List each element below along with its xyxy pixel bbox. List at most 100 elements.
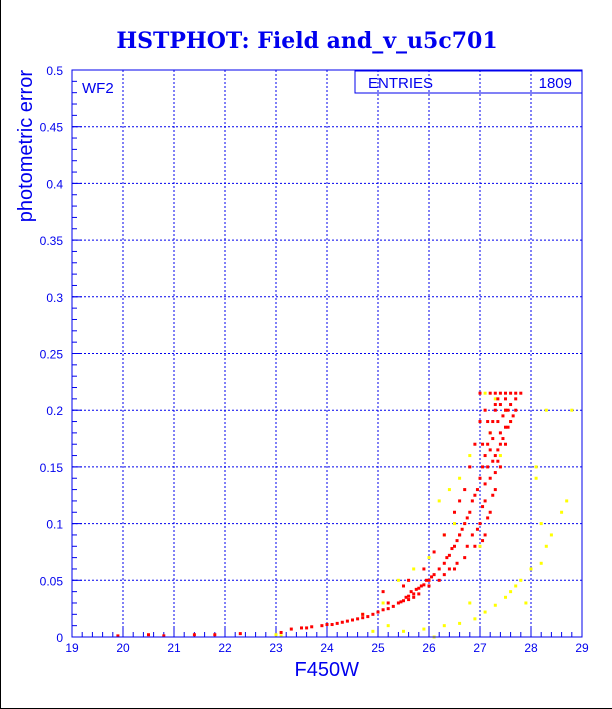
red-data-point: [473, 544, 477, 548]
red-data-point: [447, 553, 451, 557]
red-data-point: [447, 567, 451, 571]
red-data-point: [386, 601, 390, 605]
red-data-point: [417, 592, 421, 596]
red-data-point: [330, 623, 334, 627]
red-data-point: [475, 527, 479, 531]
red-data-point: [162, 634, 166, 638]
y-tick-label: 0: [56, 631, 63, 645]
yellow-data-point: [427, 556, 431, 560]
red-data-point: [371, 612, 375, 616]
red-data-point: [453, 510, 456, 514]
red-data-point: [493, 488, 497, 492]
y-tick-label: 0.15: [40, 461, 64, 475]
red-data-point: [412, 592, 416, 596]
red-data-point: [470, 533, 474, 537]
red-data-point: [501, 437, 505, 441]
red-data-point: [496, 397, 500, 401]
red-data-point: [468, 465, 472, 469]
red-data-point: [422, 583, 426, 587]
yellow-data-point: [468, 601, 472, 605]
x-tick-label: 25: [371, 641, 385, 655]
yellow-data-point: [458, 476, 462, 480]
red-data-point: [483, 482, 487, 486]
yellow-data-point: [504, 595, 507, 599]
red-data-point: [453, 544, 456, 548]
red-data-point: [491, 493, 495, 497]
red-data-point: [430, 575, 434, 579]
x-tick-label: 22: [218, 641, 232, 655]
red-data-point: [481, 442, 485, 446]
y-tick-label: 0.35: [40, 234, 64, 248]
x-axis-label: F450W: [295, 659, 360, 681]
yellow-data-point: [539, 522, 543, 526]
red-data-point: [305, 626, 309, 630]
red-data-point: [478, 391, 482, 395]
red-data-point: [481, 505, 485, 509]
chart-title: HSTPHOT: Field and_v_u5c701: [116, 28, 497, 54]
yellow-data-point: [544, 544, 548, 548]
yellow-data-point: [437, 499, 441, 503]
x-tick-label: 28: [524, 641, 538, 655]
yellow-data-point: [453, 522, 456, 526]
y-tick-label: 0.05: [40, 574, 64, 588]
red-data-point: [498, 403, 502, 407]
red-data-point: [478, 420, 482, 424]
red-data-point: [414, 587, 418, 591]
stats-box-frame: [354, 70, 583, 94]
red-data-point: [381, 590, 385, 594]
y-tick-label: 0.25: [40, 348, 64, 362]
yellow-data-point: [560, 510, 564, 514]
red-data-point: [486, 516, 490, 520]
stats-entries-value: 1809: [539, 75, 572, 92]
red-data-point: [427, 584, 431, 588]
red-data-point: [504, 425, 507, 429]
red-data-point: [463, 556, 467, 560]
red-data-point: [504, 442, 507, 446]
yellow-data-point: [539, 561, 543, 565]
x-tick-label: 21: [167, 641, 181, 655]
red-data-point: [310, 625, 314, 629]
red-data-point: [300, 626, 303, 630]
red-data-point: [356, 617, 360, 621]
red-data-point: [483, 533, 487, 537]
red-data-point: [453, 567, 456, 571]
red-data-point: [506, 408, 510, 412]
stats-box: ENTRIES 1809: [354, 70, 583, 94]
red-data-point: [473, 493, 477, 497]
yellow-data-point: [519, 578, 523, 582]
yellow-data-point: [386, 624, 390, 628]
yellow-data-point: [534, 476, 538, 480]
red-data-point: [402, 584, 405, 588]
red-data-point: [509, 391, 513, 395]
red-data-point: [455, 539, 459, 543]
red-data-point: [437, 567, 441, 571]
yellow-data-point: [570, 408, 574, 412]
red-data-point: [407, 594, 411, 598]
red-data-point: [391, 604, 395, 608]
red-data-point: [320, 624, 324, 628]
red-data-point: [483, 454, 487, 458]
red-data-point: [488, 431, 492, 435]
red-data-point: [279, 630, 283, 634]
red-data-point: [498, 431, 502, 435]
red-data-point: [335, 621, 339, 625]
yellow-data-point: [371, 629, 375, 633]
red-data-point: [496, 420, 500, 424]
red-data-point: [483, 408, 487, 412]
stats-entries-label: ENTRIES: [368, 75, 433, 92]
yellow-data-point: [534, 465, 538, 469]
red-data-point: [486, 465, 490, 469]
red-data-point: [498, 465, 502, 469]
yellow-data-point: [493, 603, 497, 607]
red-data-point: [514, 408, 518, 412]
red-data-point: [424, 578, 428, 582]
red-data-point: [504, 391, 507, 395]
x-tick-label: 24: [320, 641, 334, 655]
yellow-data-point: [509, 590, 513, 594]
panel-annotation: WF2: [82, 80, 114, 97]
data-points: [116, 391, 574, 639]
red-data-point: [486, 420, 490, 424]
red-data-point: [361, 616, 365, 620]
yellow-data-point: [565, 499, 569, 503]
